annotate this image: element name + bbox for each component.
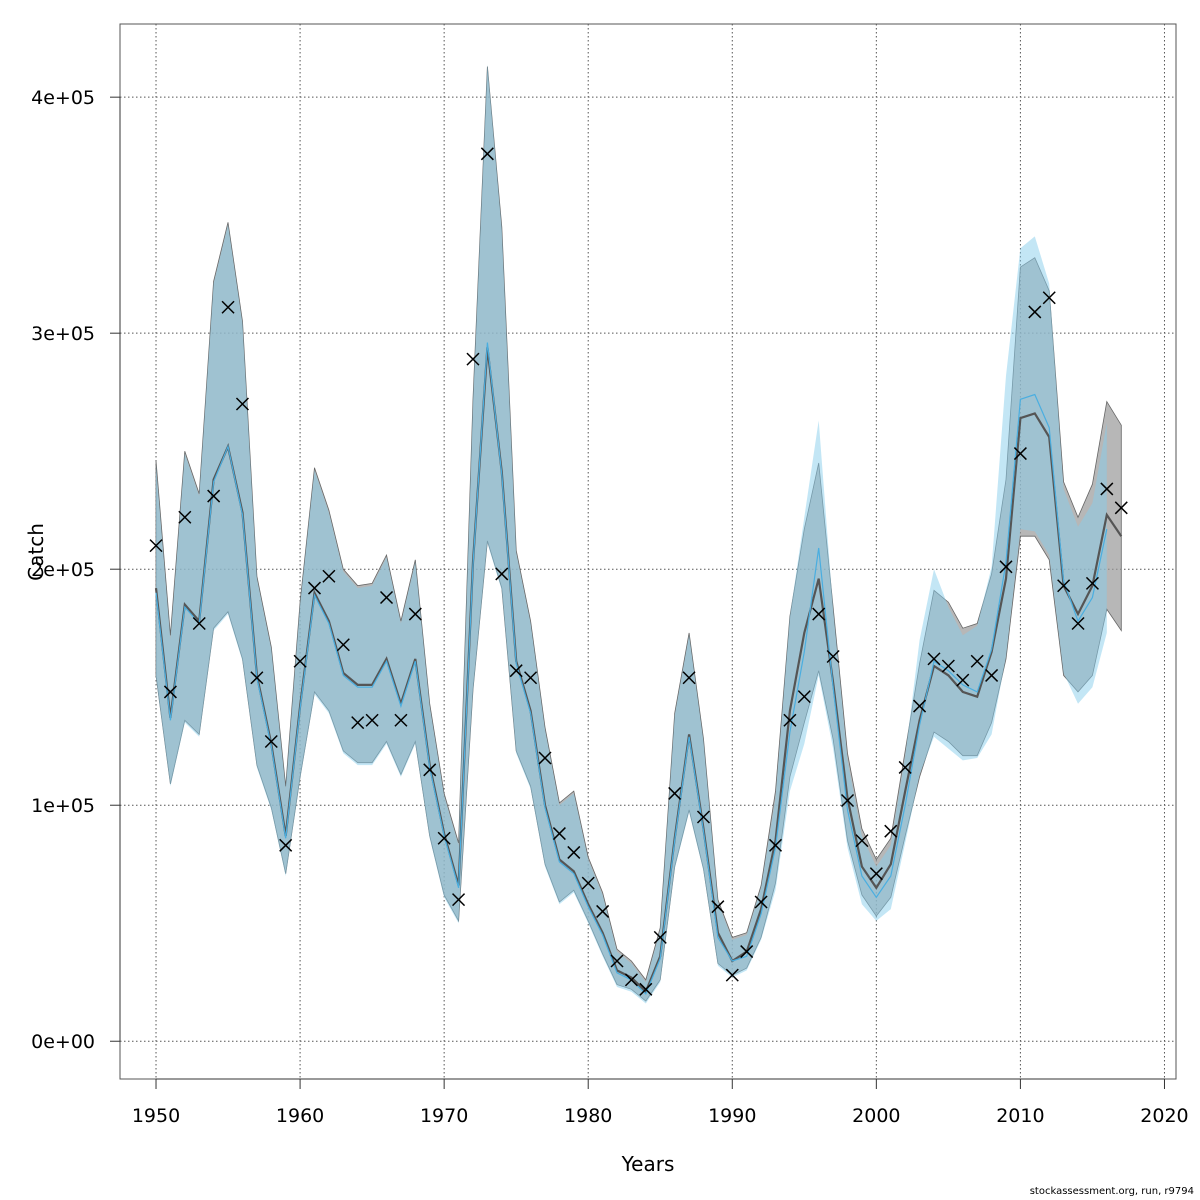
observed-point-1984 bbox=[639, 982, 653, 996]
x-axis-title: Years bbox=[621, 1152, 675, 1176]
observed-point-1956 bbox=[235, 397, 249, 411]
y-tick-label-2e+05: 2e+05 bbox=[31, 559, 95, 581]
observed-point-1958 bbox=[264, 734, 278, 749]
observed-point-1997 bbox=[826, 649, 840, 664]
observed-point-1980 bbox=[581, 876, 595, 890]
observed-points bbox=[149, 147, 1128, 996]
observed-point-1974 bbox=[495, 567, 509, 581]
observed-point-2007 bbox=[970, 654, 984, 668]
observed-point-1979 bbox=[567, 845, 581, 859]
observed-point-2011 bbox=[1028, 305, 1042, 319]
observed-point-1987 bbox=[682, 671, 696, 685]
observed-point-2006 bbox=[956, 673, 970, 687]
observed-point-2000 bbox=[869, 867, 883, 881]
x-tick-label-1960: 1960 bbox=[276, 1105, 324, 1127]
observed-point-1994 bbox=[783, 713, 797, 727]
observed-point-2015 bbox=[1085, 576, 1099, 590]
observed-point-2008 bbox=[985, 668, 999, 682]
credit-text: stockassessment.org, run, r9794 bbox=[1029, 1186, 1194, 1197]
observed-point-2009 bbox=[999, 560, 1013, 574]
observed-point-1983 bbox=[624, 973, 638, 987]
observed-point-1973 bbox=[480, 147, 494, 161]
observed-point-1961 bbox=[307, 581, 322, 595]
observed-point-1967 bbox=[394, 713, 408, 727]
x-tick-label-1990: 1990 bbox=[708, 1105, 756, 1127]
y-tick-label-0e+00: 0e+00 bbox=[31, 1031, 95, 1053]
observed-point-1995 bbox=[797, 690, 811, 704]
observed-point-1972 bbox=[466, 352, 480, 366]
observed-point-1969 bbox=[423, 763, 437, 777]
observed-point-2017 bbox=[1114, 501, 1128, 515]
observed-point-1970 bbox=[437, 831, 451, 845]
y-axis-title: Catch bbox=[24, 523, 48, 581]
observed-point-2005 bbox=[941, 659, 955, 673]
y-tick-label-1e+05: 1e+05 bbox=[31, 795, 95, 817]
observed-point-1996 bbox=[812, 607, 826, 621]
observed-point-1959 bbox=[279, 838, 293, 852]
observed-point-2014 bbox=[1071, 616, 1085, 631]
observed-point-1962 bbox=[322, 569, 336, 583]
observed-point-1998 bbox=[841, 793, 855, 808]
observed-point-2001 bbox=[884, 824, 898, 838]
observed-point-1971 bbox=[452, 893, 466, 907]
observed-point-1951 bbox=[163, 685, 177, 699]
observed-point-1986 bbox=[668, 786, 682, 800]
y-tick-label-3e+05: 3e+05 bbox=[31, 323, 95, 345]
x-tick-label-2020: 2020 bbox=[1140, 1105, 1188, 1127]
observed-point-1960 bbox=[293, 654, 307, 668]
x-tick-label-1980: 1980 bbox=[564, 1105, 612, 1127]
x-tick-label-2010: 2010 bbox=[996, 1105, 1044, 1127]
observed-point-1992 bbox=[754, 895, 768, 909]
observed-point-1952 bbox=[178, 510, 192, 524]
observed-point-1976 bbox=[524, 671, 538, 685]
y-axis: 0e+00 1e+05 2e+05 3e+05 4e+05 bbox=[31, 87, 121, 1053]
observed-point-2013 bbox=[1057, 579, 1071, 593]
observed-point-1985 bbox=[653, 930, 667, 944]
observed-point-1977 bbox=[538, 751, 552, 765]
observed-point-1999 bbox=[855, 834, 869, 848]
observed-point-2010 bbox=[1013, 447, 1027, 461]
observed-point-2004 bbox=[927, 652, 941, 666]
x-tick-label-1970: 1970 bbox=[420, 1105, 468, 1127]
x-tick-label-2000: 2000 bbox=[852, 1105, 900, 1127]
observed-point-2002 bbox=[898, 760, 912, 774]
observed-point-1954 bbox=[207, 489, 221, 503]
x-tick-label-1950: 1950 bbox=[132, 1105, 180, 1127]
y-tick-label-4e+05: 4e+05 bbox=[31, 87, 95, 109]
observed-point-2016 bbox=[1100, 482, 1114, 496]
observed-point-1965 bbox=[365, 713, 379, 727]
observed-point-1968 bbox=[408, 607, 422, 621]
observed-point-2003 bbox=[913, 699, 927, 713]
observed-point-1955 bbox=[221, 300, 235, 314]
observed-point-1991 bbox=[740, 945, 754, 959]
observed-point-1966 bbox=[379, 590, 394, 605]
observed-point-1989 bbox=[711, 900, 725, 914]
observed-point-1975 bbox=[509, 664, 523, 678]
observed-point-1990 bbox=[725, 968, 739, 982]
observed-point-1981 bbox=[596, 904, 610, 918]
observed-point-1978 bbox=[552, 827, 566, 841]
observed-point-1988 bbox=[696, 810, 710, 824]
observed-point-1953 bbox=[192, 616, 206, 631]
observed-point-1982 bbox=[610, 954, 624, 968]
confidence-bands bbox=[155, 64, 1122, 1004]
x-axis: 1950 1960 1970 1980 1990 2000 2010 2020 bbox=[132, 1078, 1189, 1127]
line-model-fit bbox=[154, 347, 1123, 994]
observed-point-1993 bbox=[768, 838, 783, 852]
observed-point-2012 bbox=[1042, 291, 1056, 305]
observed-point-1957 bbox=[250, 671, 264, 685]
observed-point-1950 bbox=[149, 539, 163, 553]
observed-point-1963 bbox=[336, 638, 350, 652]
observed-point-1964 bbox=[351, 716, 365, 730]
